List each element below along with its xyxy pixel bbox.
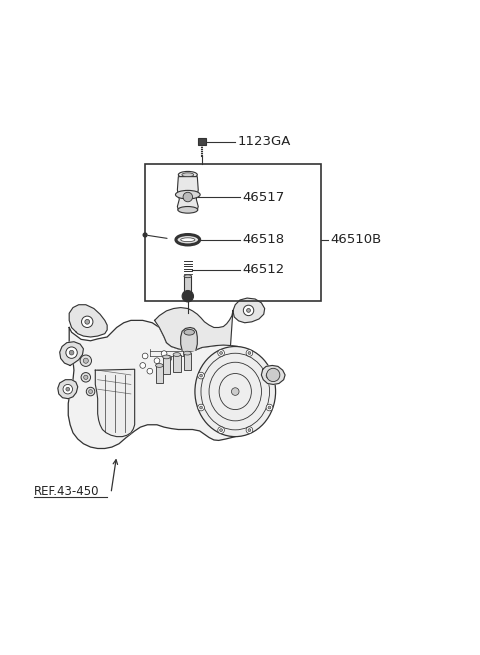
Polygon shape	[178, 177, 198, 210]
Circle shape	[266, 404, 273, 411]
Circle shape	[85, 320, 90, 324]
Ellipse shape	[195, 346, 276, 437]
Text: 46512: 46512	[242, 263, 285, 276]
Circle shape	[231, 388, 239, 396]
Bar	[163, 357, 170, 374]
Bar	[183, 353, 191, 370]
Polygon shape	[155, 308, 233, 351]
Circle shape	[246, 427, 253, 434]
Circle shape	[247, 309, 251, 312]
Bar	[173, 354, 180, 371]
Circle shape	[268, 406, 271, 409]
Circle shape	[63, 384, 72, 394]
Circle shape	[66, 387, 70, 391]
Bar	[184, 276, 191, 294]
Circle shape	[86, 387, 95, 396]
Circle shape	[166, 356, 172, 361]
Circle shape	[140, 363, 145, 368]
Circle shape	[182, 291, 193, 302]
Ellipse shape	[180, 238, 195, 242]
Circle shape	[246, 350, 253, 356]
Circle shape	[143, 233, 147, 237]
Circle shape	[66, 347, 77, 358]
Circle shape	[198, 372, 204, 379]
Polygon shape	[180, 328, 197, 350]
Polygon shape	[261, 365, 285, 384]
Polygon shape	[60, 342, 84, 365]
Circle shape	[83, 358, 88, 364]
Circle shape	[200, 374, 203, 377]
Circle shape	[183, 193, 192, 202]
Ellipse shape	[179, 172, 197, 178]
Circle shape	[147, 368, 153, 374]
Polygon shape	[58, 380, 78, 399]
Text: 46517: 46517	[242, 191, 285, 204]
Circle shape	[220, 352, 223, 354]
Ellipse shape	[184, 275, 192, 278]
Ellipse shape	[173, 352, 180, 356]
Ellipse shape	[176, 191, 200, 199]
Circle shape	[248, 429, 251, 432]
Circle shape	[80, 355, 92, 366]
Text: 46518: 46518	[242, 233, 285, 246]
Ellipse shape	[156, 364, 163, 367]
Circle shape	[84, 375, 88, 379]
Ellipse shape	[178, 206, 198, 213]
Circle shape	[266, 372, 273, 379]
Text: 1123GA: 1123GA	[238, 135, 291, 148]
Ellipse shape	[183, 351, 191, 355]
Circle shape	[142, 353, 148, 359]
Circle shape	[243, 305, 254, 316]
Ellipse shape	[176, 234, 200, 245]
Circle shape	[69, 350, 74, 355]
Circle shape	[81, 373, 91, 382]
Polygon shape	[69, 305, 107, 337]
Circle shape	[200, 406, 203, 409]
Bar	[198, 138, 206, 145]
Ellipse shape	[182, 173, 194, 177]
Circle shape	[220, 429, 223, 432]
Bar	[156, 365, 163, 383]
Polygon shape	[233, 298, 264, 323]
Bar	[145, 164, 321, 301]
Circle shape	[82, 316, 93, 328]
Circle shape	[89, 390, 93, 394]
Circle shape	[154, 358, 160, 364]
Ellipse shape	[184, 329, 194, 335]
Circle shape	[159, 365, 165, 371]
Text: 46510B: 46510B	[330, 233, 382, 246]
Circle shape	[218, 427, 225, 434]
Text: REF.43-450: REF.43-450	[34, 485, 99, 498]
Circle shape	[266, 368, 280, 382]
Circle shape	[198, 404, 204, 411]
Circle shape	[248, 352, 251, 354]
Ellipse shape	[163, 355, 170, 359]
Polygon shape	[68, 320, 274, 449]
Circle shape	[218, 350, 225, 356]
Circle shape	[161, 350, 167, 356]
Polygon shape	[96, 369, 135, 437]
Circle shape	[268, 374, 271, 377]
